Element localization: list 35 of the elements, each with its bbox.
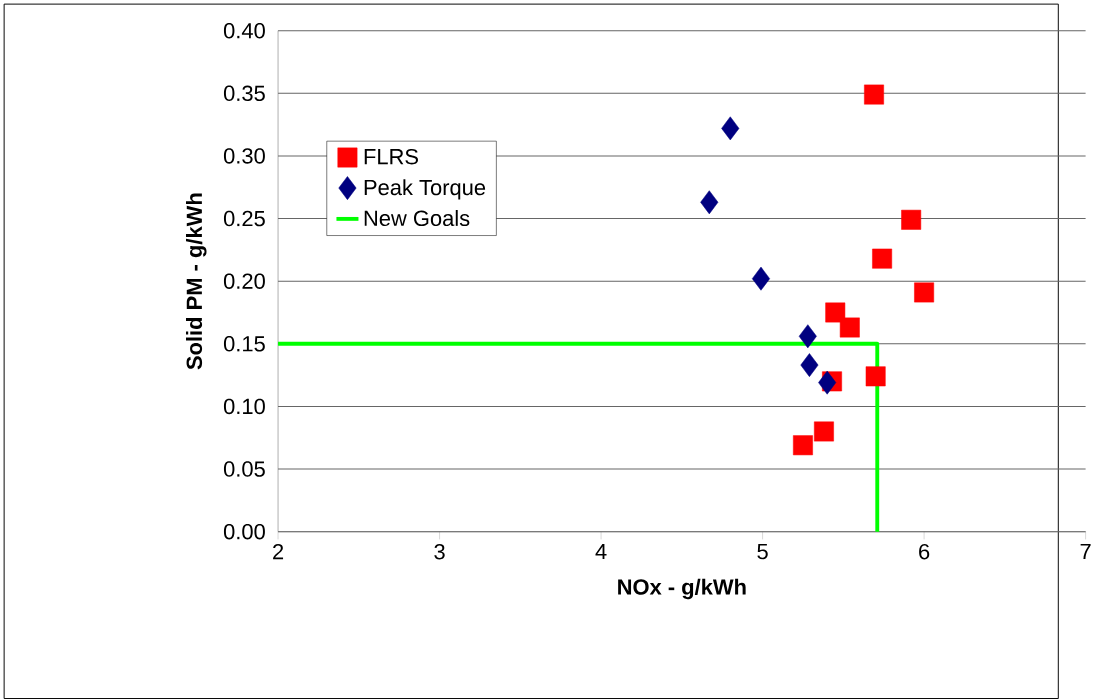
legend-label: Peak Torque	[364, 179, 486, 200]
point	[752, 266, 770, 291]
point	[814, 421, 834, 442]
y-tick-label: 0.00	[223, 524, 265, 540]
legend-label: FLRS	[364, 149, 418, 165]
x-axis-title: NOx - g/kWh	[618, 578, 746, 600]
y-tick-label: 0.35	[223, 85, 265, 102]
y-tick-label: 0.05	[223, 461, 265, 477]
x-tick-label: 7	[1080, 544, 1091, 560]
y-tick-label: 0.25	[223, 210, 265, 227]
point	[798, 324, 817, 349]
x-tick-label: 3	[434, 544, 445, 560]
point	[914, 282, 935, 303]
point	[793, 435, 813, 456]
y-tick-label: 0.30	[223, 148, 265, 164]
legend-label: New Goals	[364, 210, 470, 227]
y-axis-title: Solid PM - g/kWh	[185, 193, 207, 370]
point	[800, 353, 819, 378]
point	[700, 190, 719, 215]
point	[839, 317, 860, 338]
point	[818, 370, 837, 395]
y-tick-label: 0.10	[223, 398, 265, 415]
x-tick-label: 4	[595, 544, 607, 560]
point	[872, 248, 893, 269]
x-tick-label: 5	[757, 544, 768, 560]
y-tick-label: 0.15	[223, 336, 265, 352]
y-tick-label: 0.40	[223, 23, 265, 39]
point	[865, 366, 886, 387]
y-tick-label: 0.20	[223, 273, 265, 290]
point	[721, 116, 740, 141]
point	[901, 210, 922, 230]
point	[825, 302, 846, 323]
x-tick-label: 2	[273, 544, 284, 560]
x-tick-label: 6	[919, 544, 930, 560]
point	[864, 84, 884, 105]
